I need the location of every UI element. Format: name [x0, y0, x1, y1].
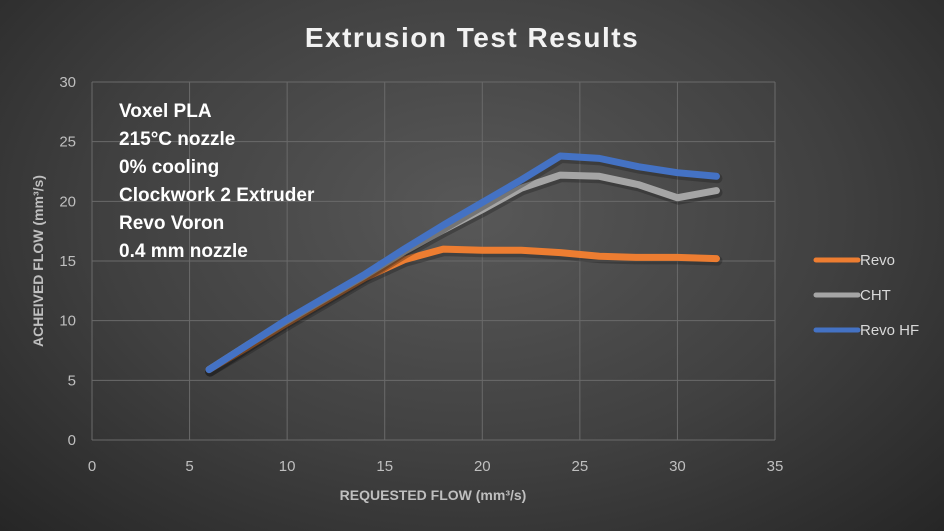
x-axis-title: REQUESTED FLOW (mm³/s) [340, 487, 527, 503]
legend-label: Revo [860, 252, 895, 269]
tick-labels: 0 5 10 15 20 25 30 0 5 10 15 20 25 30 35 [59, 74, 783, 475]
x-tick-label: 25 [572, 458, 589, 475]
annotation-line: 0% cooling [119, 157, 219, 178]
x-tick-label: 0 [88, 458, 96, 475]
legend-label: Revo HF [860, 322, 919, 339]
x-tick-label: 10 [279, 458, 296, 475]
y-tick-label: 15 [59, 253, 76, 270]
gridlines [91, 81, 776, 441]
series-shadow-revo [205, 246, 723, 377]
x-tick-label: 30 [669, 458, 686, 475]
y-tick-label: 10 [59, 313, 76, 330]
y-tick-label: 0 [68, 432, 76, 449]
series-line-revo-hf[interactable] [205, 152, 720, 374]
annotation-line: Clockwork 2 Extruder [119, 185, 315, 206]
series-line-revo[interactable] [205, 245, 720, 374]
legend-label: CHT [860, 287, 891, 304]
x-tick-label: 35 [767, 458, 784, 475]
legend-item-revo[interactable]: Revo [813, 252, 895, 269]
y-tick-label: 20 [59, 193, 76, 210]
y-tick-label: 5 [68, 372, 76, 389]
annotation-line: 215°C nozzle [119, 129, 235, 150]
series-lines [205, 152, 723, 377]
annotation-line: Voxel PLA [119, 101, 212, 122]
y-axis-title: ACHEIVED FLOW (mm³/s) [30, 175, 46, 347]
annotation-line: 0.4 mm nozzle [119, 241, 248, 262]
legend-item-cht[interactable]: CHT [813, 287, 891, 304]
legend-item-revo-hf[interactable]: Revo HF [813, 322, 919, 339]
annotation-box: Voxel PLA 215°C nozzle 0% cooling Clockw… [119, 101, 315, 262]
legend: Revo CHT Revo HF [813, 252, 919, 339]
series-shadow-cht [205, 172, 723, 377]
x-tick-label: 15 [376, 458, 393, 475]
chart-title: Extrusion Test Results [305, 22, 639, 53]
y-tick-label: 25 [59, 134, 76, 151]
x-tick-label: 5 [185, 458, 193, 475]
x-tick-label: 20 [474, 458, 491, 475]
annotation-line: Revo Voron [119, 213, 224, 234]
y-tick-label: 30 [59, 74, 76, 91]
